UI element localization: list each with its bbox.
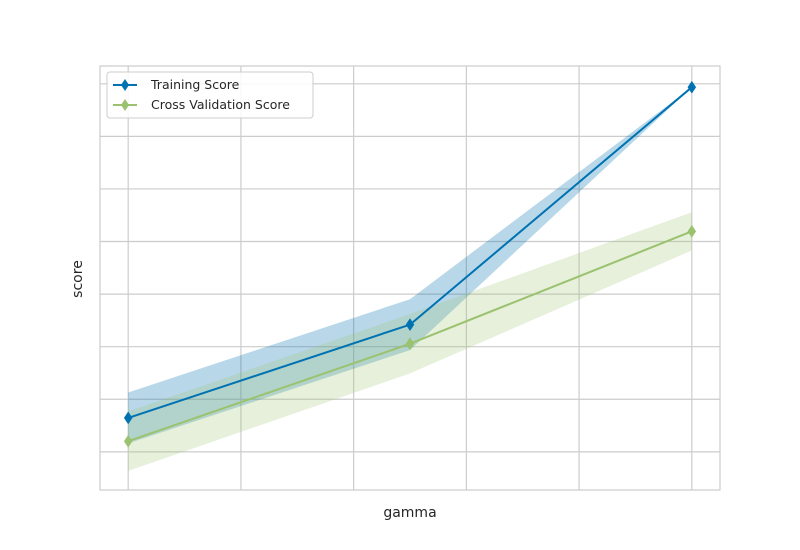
marker-training-score — [123, 411, 133, 425]
series-markers — [123, 80, 697, 448]
band-training-score — [128, 87, 692, 444]
marker-cross-validation-score — [123, 434, 133, 448]
marker-training-score — [687, 80, 697, 94]
grid — [100, 66, 720, 490]
x-axis-label: gamma — [383, 505, 436, 521]
legend: Training Score Cross Validation Score — [106, 71, 314, 119]
marker-cross-validation-score — [405, 337, 415, 351]
plot-frame — [99, 65, 721, 491]
legend-marker-training-score — [121, 79, 129, 91]
legend-box — [106, 71, 314, 119]
marker-training-score — [405, 318, 415, 332]
legend-marker-cross-validation-score — [121, 99, 129, 111]
y-axis-label: score — [70, 260, 86, 298]
marker-cross-validation-score — [687, 224, 697, 238]
legend-label-cross-validation-score: Cross Validation Score — [151, 97, 290, 112]
legend-label-training-score: Training Score — [150, 77, 240, 92]
